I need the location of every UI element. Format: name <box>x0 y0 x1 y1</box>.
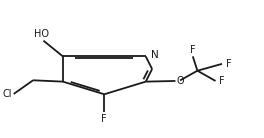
Text: O: O <box>176 76 184 86</box>
Text: F: F <box>190 45 196 55</box>
Text: N: N <box>151 50 159 60</box>
Text: F: F <box>226 59 232 69</box>
Text: Cl: Cl <box>2 89 12 99</box>
Text: HO: HO <box>34 29 49 39</box>
Text: F: F <box>101 114 107 124</box>
Text: F: F <box>219 76 224 86</box>
